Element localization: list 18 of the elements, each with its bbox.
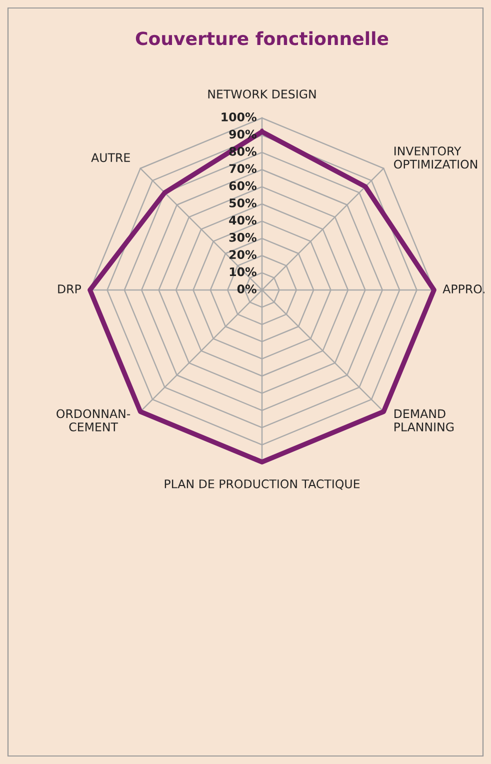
spoke-label: DEMAND PLANNING <box>394 409 454 432</box>
y-tick-label: 0% <box>237 284 256 294</box>
y-tick-label: 20% <box>230 250 256 260</box>
spoke-label: PLAN DE PRODUCTION TACTIQUE <box>164 479 360 490</box>
y-tick-label: 30% <box>229 232 256 242</box>
y-tick-label: 40% <box>229 216 256 225</box>
y-tick-label: 60% <box>229 181 256 190</box>
chart-title: Couverture fonctionnelle <box>136 31 388 46</box>
spoke-label: AUTRE <box>91 153 130 162</box>
spoke-label: DRP <box>58 284 81 294</box>
y-tick-label: 70% <box>229 164 256 174</box>
y-tick-label: 100% <box>222 112 256 122</box>
spoke-label: NETWORK DESIGN <box>208 90 316 99</box>
spoke-label: INVENTORY OPTIMIZATION <box>394 146 478 169</box>
y-tick-label: 50% <box>229 198 256 208</box>
spoke-label: APPRO. <box>442 284 484 294</box>
y-tick-label: 10% <box>230 267 256 276</box>
spoke-label: ORDONNAN- CEMENT <box>56 409 130 432</box>
